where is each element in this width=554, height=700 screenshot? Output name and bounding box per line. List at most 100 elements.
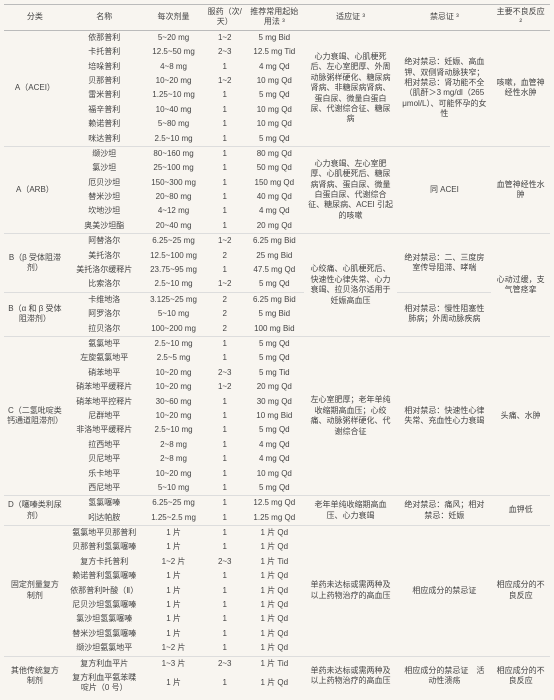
drug-name: 复方卡托普利 — [66, 555, 143, 569]
start: 1 片 Qd — [245, 612, 304, 626]
contraindication: 相对禁忌：慢性阻塞性肺病；外周动脉疾病 — [397, 292, 491, 336]
drug-name: 依那普利 — [66, 30, 143, 45]
dose: 2.5~10 mg — [143, 277, 205, 292]
start: 5 mg Qd — [245, 481, 304, 496]
start: 10 mg Qd — [245, 467, 304, 481]
category-cell: A（ACEI） — [4, 30, 66, 146]
start: 5 mg Bid — [245, 307, 304, 321]
dose: 2.5~5 mg — [143, 351, 205, 365]
freq: 1 — [204, 671, 245, 696]
adverse: 血管神经性水肿 — [491, 146, 550, 233]
dose: 20~80 mg — [143, 190, 205, 204]
contraindication: 相应成分的禁忌证 — [397, 526, 491, 657]
header-row: 分类名称每次剂量服药（次/天）推荐常用起始用法 ³适应证 ³禁忌证 ³主要不良反… — [4, 5, 550, 31]
drug-name: 非洛地平缓释片 — [66, 423, 143, 437]
freq: 1~2 — [204, 277, 245, 292]
dose: 20~40 mg — [143, 219, 205, 234]
start: 150 mg Qd — [245, 176, 304, 190]
drug-name: 硝苯地平控释片 — [66, 395, 143, 409]
start: 20 mg Qd — [245, 219, 304, 234]
freq: 2~3 — [204, 45, 245, 59]
freq: 2 — [204, 249, 245, 263]
table-row: C（二氢吡啶类钙通道阻滞剂）氨氯地平2.5~10 mg15 mg Qd左心室肥厚… — [4, 336, 550, 351]
dose: 12.5~50 mg — [143, 45, 205, 59]
col-header-4: 推荐常用起始用法 ³ — [245, 5, 304, 31]
freq: 1~2 — [204, 380, 245, 394]
freq: 1~2 — [204, 74, 245, 88]
indication: 心力衰竭、左心室肥厚、心肌梗死后、糖尿病肾病、蛋白尿、微量白蛋白尿、代谢综合征、… — [304, 146, 398, 233]
drug-name: 硝苯地平 — [66, 366, 143, 380]
dose: 23.75~95 mg — [143, 263, 205, 277]
start: 47.5 mg Qd — [245, 263, 304, 277]
dose: 1~3 片 — [143, 656, 205, 671]
start: 5 mg Tid — [245, 366, 304, 380]
freq: 1 — [204, 132, 245, 147]
start: 10 mg Qd — [245, 103, 304, 117]
freq: 1 — [204, 161, 245, 175]
start: 4 mg Qd — [245, 452, 304, 466]
dose: 30~60 mg — [143, 395, 205, 409]
start: 20 mg Qd — [245, 380, 304, 394]
dose: 5~10 mg — [143, 307, 205, 321]
col-header-6: 禁忌证 ³ — [397, 5, 491, 31]
freq: 1 — [204, 351, 245, 365]
contraindication: 绝对禁忌：痛风；相对禁忌：妊娠 — [397, 496, 491, 526]
start: 6.25 mg Bid — [245, 292, 304, 307]
start: 1 片 Qd — [245, 540, 304, 554]
drug-name: 卡托普利 — [66, 45, 143, 59]
drug-name: 卡维地洛 — [66, 292, 143, 307]
drug-name: 福辛普利 — [66, 103, 143, 117]
freq: 1 — [204, 336, 245, 351]
drug-name: 赖诺普利 — [66, 117, 143, 131]
col-header-0: 分类 — [4, 5, 66, 31]
dose: 1 片 — [143, 540, 205, 554]
category-cell: C（二氢吡啶类钙通道阻滞剂） — [4, 336, 66, 495]
freq: 2~3 — [204, 656, 245, 671]
start: 1 片 Qd — [245, 641, 304, 656]
dose: 2~8 mg — [143, 452, 205, 466]
contraindication: 绝对禁忌：妊娠、高血钾、双侧肾动脉狭窄；相对禁忌：肾功能不全（肌酐＞3 mg/d… — [397, 30, 491, 146]
contraindication: 绝对禁忌：二、三度房室传导阻滞、哮喘 — [397, 234, 491, 293]
dose: 25~100 mg — [143, 161, 205, 175]
dose: 3.125~25 mg — [143, 292, 205, 307]
freq: 1 — [204, 146, 245, 161]
dose: 10~20 mg — [143, 380, 205, 394]
drug-name: 贝尼地平 — [66, 452, 143, 466]
drug-name: 坎地沙坦 — [66, 204, 143, 218]
freq: 1 — [204, 117, 245, 131]
start: 5 mg Qd — [245, 277, 304, 292]
drug-name: 雷米普利 — [66, 88, 143, 102]
freq: 1 — [204, 60, 245, 74]
dose: 5~80 mg — [143, 117, 205, 131]
start: 40 mg Qd — [245, 190, 304, 204]
start: 1 片 Qd — [245, 627, 304, 641]
freq: 1~2 — [204, 30, 245, 45]
freq: 2 — [204, 307, 245, 321]
dose: 10~20 mg — [143, 409, 205, 423]
start: 1 片 Qd — [245, 569, 304, 583]
drug-name: 咪达普利 — [66, 132, 143, 147]
col-header-5: 适应证 ³ — [304, 5, 398, 31]
freq: 2 — [204, 322, 245, 337]
start: 1 片 Qd — [245, 598, 304, 612]
drug-name: 缬沙坦 — [66, 146, 143, 161]
drug-name: 氯沙坦 — [66, 161, 143, 175]
adverse: 咳嗽，血管神经性水肿 — [491, 30, 550, 146]
dose: 10~20 mg — [143, 74, 205, 88]
start: 5 mg Qd — [245, 336, 304, 351]
freq: 1 — [204, 540, 245, 554]
start: 5 mg Qd — [245, 423, 304, 437]
category-cell: 固定剂量复方制剂 — [4, 526, 66, 657]
drug-name: 乐卡地平 — [66, 467, 143, 481]
dose: 4~8 mg — [143, 60, 205, 74]
drug-name: 美托洛尔 — [66, 249, 143, 263]
dose: 1 片 — [143, 526, 205, 541]
dose: 1 片 — [143, 612, 205, 626]
start: 4 mg Qd — [245, 204, 304, 218]
freq: 1 — [204, 103, 245, 117]
dose: 2.5~10 mg — [143, 132, 205, 147]
contraindication: 相应成分的禁忌证 活动性溃疡 — [397, 656, 491, 696]
dose: 150~300 mg — [143, 176, 205, 190]
drug-name: 厄贝沙坦 — [66, 176, 143, 190]
start: 1 片 Qd — [245, 584, 304, 598]
